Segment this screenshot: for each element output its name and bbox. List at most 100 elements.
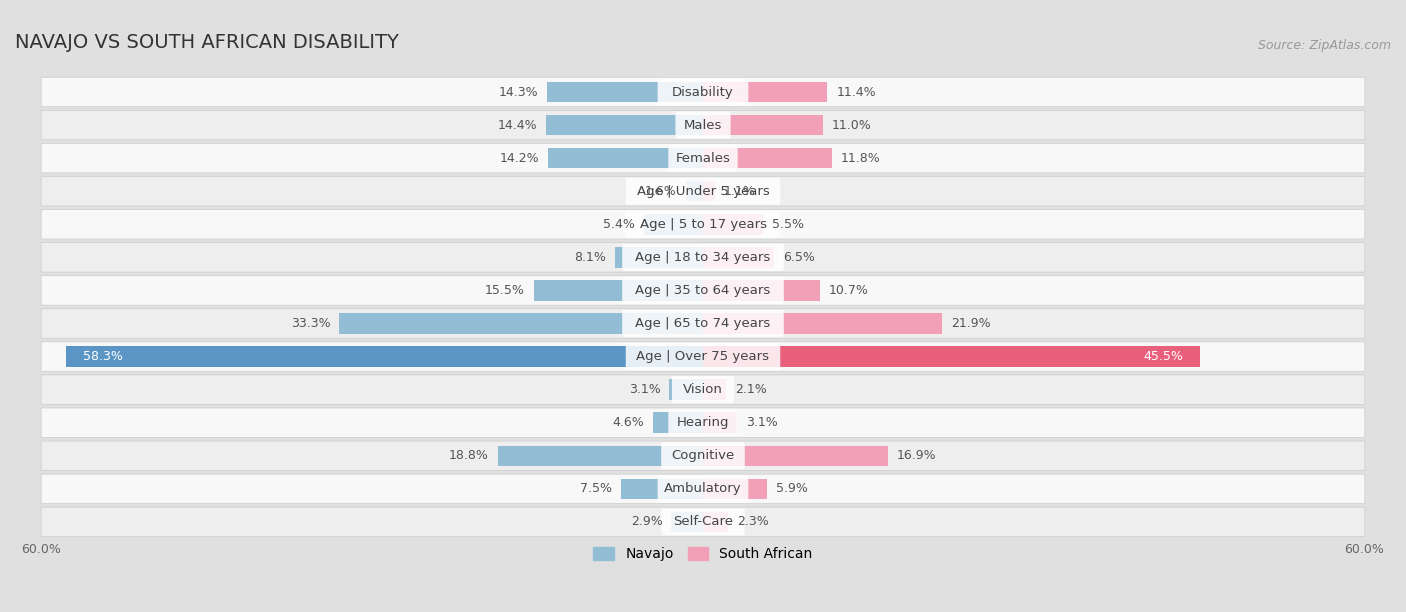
Text: 1.6%: 1.6% [645, 185, 676, 198]
Text: 10.7%: 10.7% [828, 284, 869, 297]
Text: 11.8%: 11.8% [841, 152, 880, 165]
Text: 14.2%: 14.2% [499, 152, 538, 165]
Text: 3.1%: 3.1% [628, 383, 661, 396]
Bar [644, 214, 703, 234]
Text: 5.4%: 5.4% [603, 218, 636, 231]
Bar [703, 446, 887, 466]
Bar [498, 446, 703, 466]
Text: Age | 18 to 34 years: Age | 18 to 34 years [636, 251, 770, 264]
Text: Self-Care: Self-Care [673, 515, 733, 528]
Text: Age | Over 75 years: Age | Over 75 years [637, 350, 769, 363]
Text: 18.8%: 18.8% [449, 449, 489, 462]
Bar [548, 148, 703, 168]
FancyBboxPatch shape [623, 244, 783, 271]
Text: 5.9%: 5.9% [776, 482, 808, 495]
FancyBboxPatch shape [41, 507, 1365, 537]
FancyBboxPatch shape [41, 276, 1365, 305]
Text: 2.3%: 2.3% [737, 515, 769, 528]
FancyBboxPatch shape [41, 143, 1365, 173]
Bar [686, 181, 703, 201]
Text: Source: ZipAtlas.com: Source: ZipAtlas.com [1258, 39, 1391, 52]
Text: Disability: Disability [672, 86, 734, 99]
Text: Vision: Vision [683, 383, 723, 396]
FancyBboxPatch shape [41, 176, 1365, 206]
FancyBboxPatch shape [661, 442, 745, 469]
Bar [534, 280, 703, 300]
FancyBboxPatch shape [41, 110, 1365, 140]
Bar [669, 379, 703, 400]
Text: Age | 35 to 64 years: Age | 35 to 64 years [636, 284, 770, 297]
Text: Age | Under 5 years: Age | Under 5 years [637, 185, 769, 198]
FancyBboxPatch shape [623, 277, 783, 304]
Text: Males: Males [683, 119, 723, 132]
Text: Hearing: Hearing [676, 416, 730, 429]
Text: 58.3%: 58.3% [83, 350, 122, 363]
Bar [703, 412, 737, 433]
Text: 8.1%: 8.1% [574, 251, 606, 264]
Text: 2.9%: 2.9% [631, 515, 662, 528]
FancyBboxPatch shape [675, 111, 731, 139]
Text: 15.5%: 15.5% [485, 284, 524, 297]
Text: 45.5%: 45.5% [1143, 350, 1184, 363]
FancyBboxPatch shape [41, 77, 1365, 106]
Text: NAVAJO VS SOUTH AFRICAN DISABILITY: NAVAJO VS SOUTH AFRICAN DISABILITY [15, 33, 399, 52]
Bar [703, 214, 763, 234]
FancyBboxPatch shape [668, 409, 738, 436]
Bar [703, 280, 820, 300]
Text: 11.0%: 11.0% [832, 119, 872, 132]
Bar [703, 115, 823, 135]
Text: 5.5%: 5.5% [772, 218, 804, 231]
Text: 1.1%: 1.1% [724, 185, 755, 198]
Bar [703, 181, 716, 201]
Text: 4.6%: 4.6% [612, 416, 644, 429]
Bar [703, 479, 768, 499]
FancyBboxPatch shape [626, 343, 780, 370]
Bar [621, 479, 703, 499]
Text: 3.1%: 3.1% [745, 416, 778, 429]
Bar [547, 82, 703, 102]
Bar [703, 247, 773, 267]
Bar [703, 379, 725, 400]
Bar [703, 346, 1199, 367]
FancyBboxPatch shape [41, 474, 1365, 504]
FancyBboxPatch shape [41, 441, 1365, 471]
Text: Females: Females [675, 152, 731, 165]
FancyBboxPatch shape [658, 476, 748, 502]
FancyBboxPatch shape [626, 177, 780, 205]
FancyBboxPatch shape [41, 375, 1365, 405]
FancyBboxPatch shape [658, 78, 748, 105]
Bar [703, 82, 828, 102]
Bar [66, 346, 703, 367]
Text: 60.0%: 60.0% [21, 543, 62, 556]
Bar [703, 148, 832, 168]
FancyBboxPatch shape [668, 144, 738, 172]
Text: Cognitive: Cognitive [672, 449, 734, 462]
Text: Ambulatory: Ambulatory [664, 482, 742, 495]
Text: 21.9%: 21.9% [950, 317, 990, 330]
FancyBboxPatch shape [661, 509, 745, 536]
Text: 7.5%: 7.5% [581, 482, 613, 495]
Text: 60.0%: 60.0% [1344, 543, 1385, 556]
Text: 14.4%: 14.4% [498, 119, 537, 132]
Bar [339, 313, 703, 334]
Text: 11.4%: 11.4% [837, 86, 876, 99]
Text: 14.3%: 14.3% [499, 86, 538, 99]
Bar [703, 512, 728, 532]
FancyBboxPatch shape [41, 309, 1365, 338]
FancyBboxPatch shape [41, 209, 1365, 239]
FancyBboxPatch shape [41, 242, 1365, 272]
Bar [671, 512, 703, 532]
Text: 6.5%: 6.5% [783, 251, 814, 264]
Bar [703, 313, 942, 334]
Bar [546, 115, 703, 135]
Text: Age | 65 to 74 years: Age | 65 to 74 years [636, 317, 770, 330]
Text: 16.9%: 16.9% [896, 449, 936, 462]
FancyBboxPatch shape [672, 376, 734, 403]
Legend: Navajo, South African: Navajo, South African [588, 542, 818, 567]
Bar [614, 247, 703, 267]
Text: Age | 5 to 17 years: Age | 5 to 17 years [640, 218, 766, 231]
Text: 2.1%: 2.1% [735, 383, 766, 396]
FancyBboxPatch shape [41, 408, 1365, 438]
FancyBboxPatch shape [41, 342, 1365, 371]
Text: 33.3%: 33.3% [291, 317, 330, 330]
